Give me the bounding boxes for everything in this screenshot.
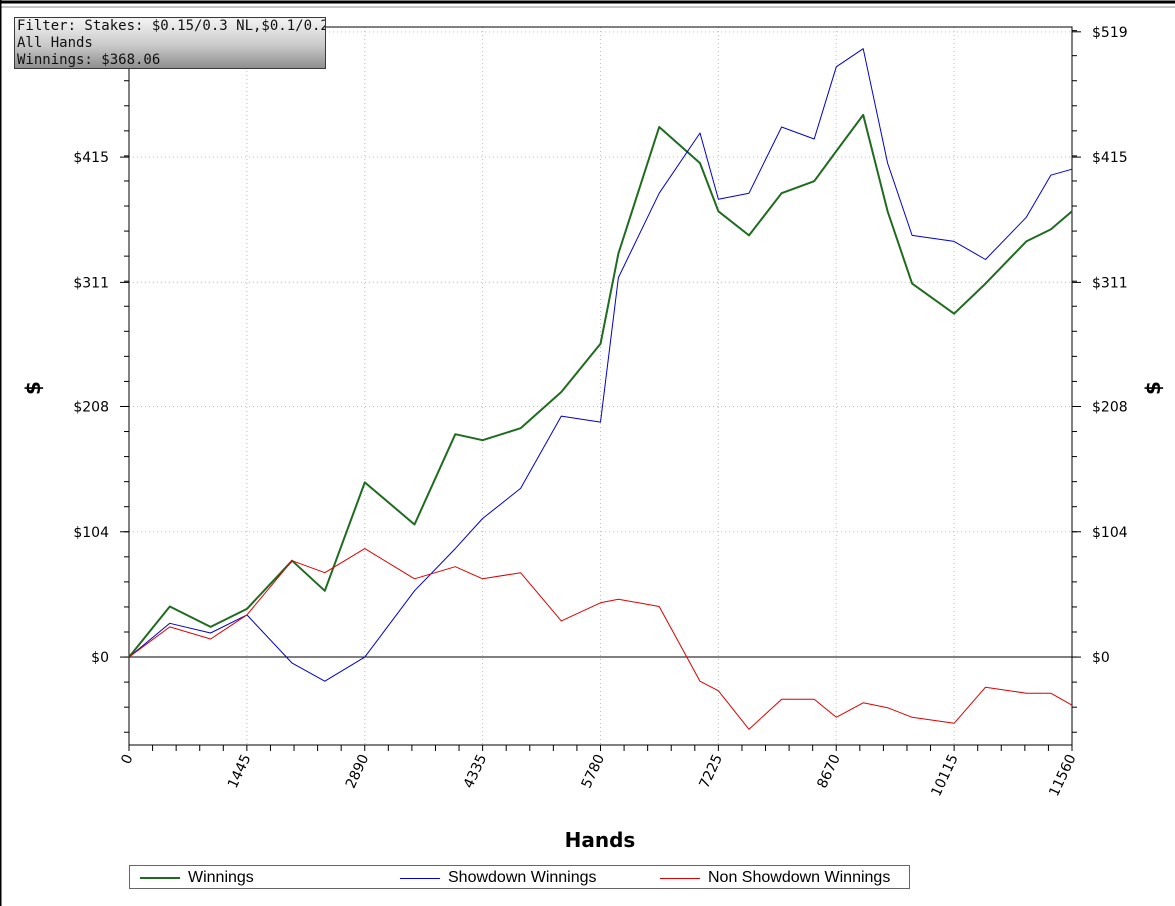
y-tick-label-right: $0 (1092, 650, 1110, 666)
series-line-winnings (128, 113, 1073, 658)
x-tick-label: 7225 (696, 752, 726, 791)
y-tick-label-left: $415 (73, 150, 109, 166)
filter-info-box: Filter: Stakes: $0.15/0.3 NL,$0.1/0.2 NL… (14, 17, 326, 69)
legend-item-winnings: Winnings (140, 868, 254, 888)
x-tick-label: 8670 (814, 752, 844, 791)
y-tick-label-right: $208 (1092, 399, 1128, 415)
x-axis-title: Hands (565, 828, 636, 852)
plot-frame (128, 26, 1073, 746)
y-tick-label-left: $311 (73, 275, 109, 291)
x-tick-label: 10115 (928, 752, 961, 799)
y-tick-label-right: $311 (1092, 275, 1128, 291)
gridlines (128, 27, 1073, 745)
filter-hands-text: All Hands (17, 35, 93, 51)
legend-item-showdown: Showdown Winnings (400, 868, 597, 888)
x-tick-label: 0 (118, 752, 136, 767)
y-tick-label-right: $415 (1092, 150, 1128, 166)
series-line-showdown (128, 48, 1073, 682)
filter-winnings-text: Winnings: $368.06 (17, 52, 161, 68)
y-tick-label-left: $208 (73, 399, 109, 415)
y-tick-label-left: $104 (73, 525, 109, 541)
x-tick-label: 2890 (343, 752, 373, 791)
legend-label-showdown: Showdown Winnings (448, 869, 597, 886)
axis-ticks (120, 30, 1081, 751)
filter-stakes-text: Filter: Stakes: $0.15/0.3 NL,$0.1/0.2 NL (17, 18, 326, 34)
legend-swatch-winnings (140, 877, 180, 879)
x-tick-label: 11560 (1046, 752, 1079, 799)
legend: Winnings Showdown Winnings Non Showdown … (129, 865, 910, 889)
x-tick-label: 4335 (461, 752, 491, 791)
series-line-non-showdown (128, 548, 1073, 730)
x-tick-label: 5780 (579, 752, 609, 791)
legend-swatch-non-showdown (660, 877, 700, 879)
y-axis-title-left: $ (21, 381, 45, 395)
legend-item-non-showdown: Non Showdown Winnings (660, 868, 890, 888)
x-tick-label: 1445 (225, 752, 255, 791)
y-tick-label-left: $0 (91, 650, 109, 666)
legend-label-winnings: Winnings (188, 869, 254, 886)
y-tick-label-right: $104 (1092, 525, 1128, 541)
y-tick-label-right: $519 (1092, 25, 1128, 41)
series-layer (128, 48, 1073, 730)
legend-label-non-showdown: Non Showdown Winnings (708, 869, 891, 886)
y-axis-title-right: $ (1141, 381, 1165, 395)
legend-swatch-showdown (400, 877, 440, 879)
